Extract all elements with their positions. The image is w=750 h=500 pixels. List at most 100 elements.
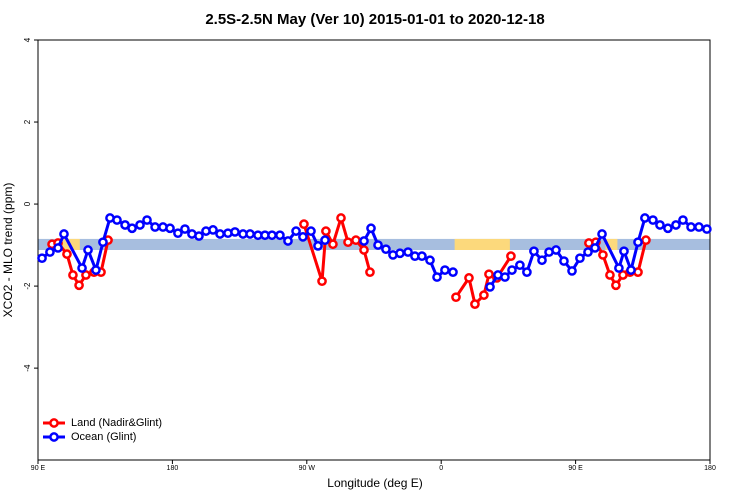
data-point	[299, 219, 309, 230]
x-axis-label: Longitude (deg E)	[327, 476, 422, 490]
data-point	[485, 282, 495, 292]
data-point	[351, 235, 361, 246]
data-point	[74, 280, 84, 291]
plot-frame	[37, 39, 711, 461]
y-tick-label: -4	[23, 364, 32, 372]
data-point	[150, 222, 160, 232]
x-tick-label: 0	[439, 465, 443, 472]
data-point	[551, 245, 561, 255]
data-point	[275, 230, 285, 241]
data-point	[395, 248, 405, 259]
data-point	[37, 253, 47, 264]
series-line	[51, 216, 648, 306]
data-point	[529, 246, 539, 257]
data-point	[53, 243, 63, 253]
data-point	[135, 220, 145, 230]
y-tick-label: 2	[23, 119, 32, 124]
data-point	[306, 226, 316, 236]
data-point	[537, 255, 547, 266]
data-point	[142, 215, 152, 225]
data-point	[507, 265, 517, 275]
data-point	[359, 236, 369, 246]
x-tick-label: 180	[167, 465, 179, 472]
data-point	[567, 266, 577, 276]
data-point	[470, 299, 480, 309]
data-point	[381, 244, 391, 255]
data-point	[173, 228, 183, 239]
data-point	[245, 229, 255, 239]
data-point	[559, 256, 569, 266]
x-tick-label: 90 W	[299, 465, 316, 472]
data-point	[403, 247, 413, 257]
data-point	[343, 237, 353, 248]
data-point	[59, 229, 69, 239]
data-point	[215, 229, 225, 239]
data-point	[317, 276, 327, 287]
data-point	[597, 229, 607, 239]
data-point	[165, 223, 175, 234]
data-point	[506, 251, 516, 262]
data-point	[522, 267, 532, 277]
data-point	[440, 265, 450, 275]
data-point	[598, 250, 608, 260]
data-point	[283, 236, 293, 246]
data-point	[448, 267, 458, 277]
data-point	[432, 272, 442, 282]
data-point	[694, 222, 704, 232]
data-point	[336, 213, 346, 223]
legend-label: Ocean (Glint)	[71, 431, 136, 443]
data-point	[45, 247, 55, 257]
data-point	[83, 245, 93, 255]
data-point	[451, 292, 461, 303]
data-point	[605, 270, 615, 280]
data-point	[267, 230, 277, 241]
data-point	[62, 249, 72, 259]
data-point	[230, 227, 240, 237]
data-point	[366, 223, 376, 234]
data-point	[208, 225, 218, 235]
data-point	[365, 267, 375, 277]
data-point	[626, 265, 636, 275]
data-point	[98, 237, 108, 248]
data-point	[663, 223, 673, 234]
data-point	[702, 224, 712, 234]
data-point	[127, 223, 137, 234]
data-point	[479, 290, 489, 300]
data-point	[91, 265, 101, 275]
x-tick-label: 90 E	[568, 465, 583, 472]
data-point	[640, 213, 650, 223]
y-tick-label: -2	[23, 282, 32, 290]
data-point	[328, 239, 338, 250]
data-point	[575, 253, 585, 264]
data-point	[611, 280, 621, 291]
data-point	[68, 270, 78, 280]
data-point	[298, 232, 308, 242]
data-point	[81, 270, 91, 280]
data-point	[321, 226, 331, 236]
x-tick-label: 90 E	[31, 465, 46, 472]
legend-marker	[49, 418, 59, 428]
data-point	[633, 237, 643, 248]
data-point	[464, 273, 474, 283]
data-point	[686, 222, 696, 232]
land-band	[454, 238, 510, 250]
data-point	[583, 247, 593, 257]
data-point	[648, 215, 658, 225]
data-point	[359, 245, 369, 255]
legend-label: Land (Nadir&Glint)	[71, 417, 162, 429]
data-point	[320, 235, 330, 246]
data-point	[671, 220, 681, 230]
data-point	[417, 251, 427, 262]
y-tick-label: 4	[23, 37, 32, 42]
data-point	[484, 269, 494, 280]
chart-title: 2.5S-2.5N May (Ver 10) 2015-01-01 to 202…	[205, 11, 544, 28]
data-point	[515, 260, 525, 271]
data-point	[500, 272, 510, 282]
data-point	[373, 240, 383, 250]
data-point	[590, 243, 600, 253]
data-point	[180, 224, 190, 234]
data-point	[313, 241, 323, 251]
data-point	[112, 215, 122, 225]
data-point	[614, 263, 624, 273]
